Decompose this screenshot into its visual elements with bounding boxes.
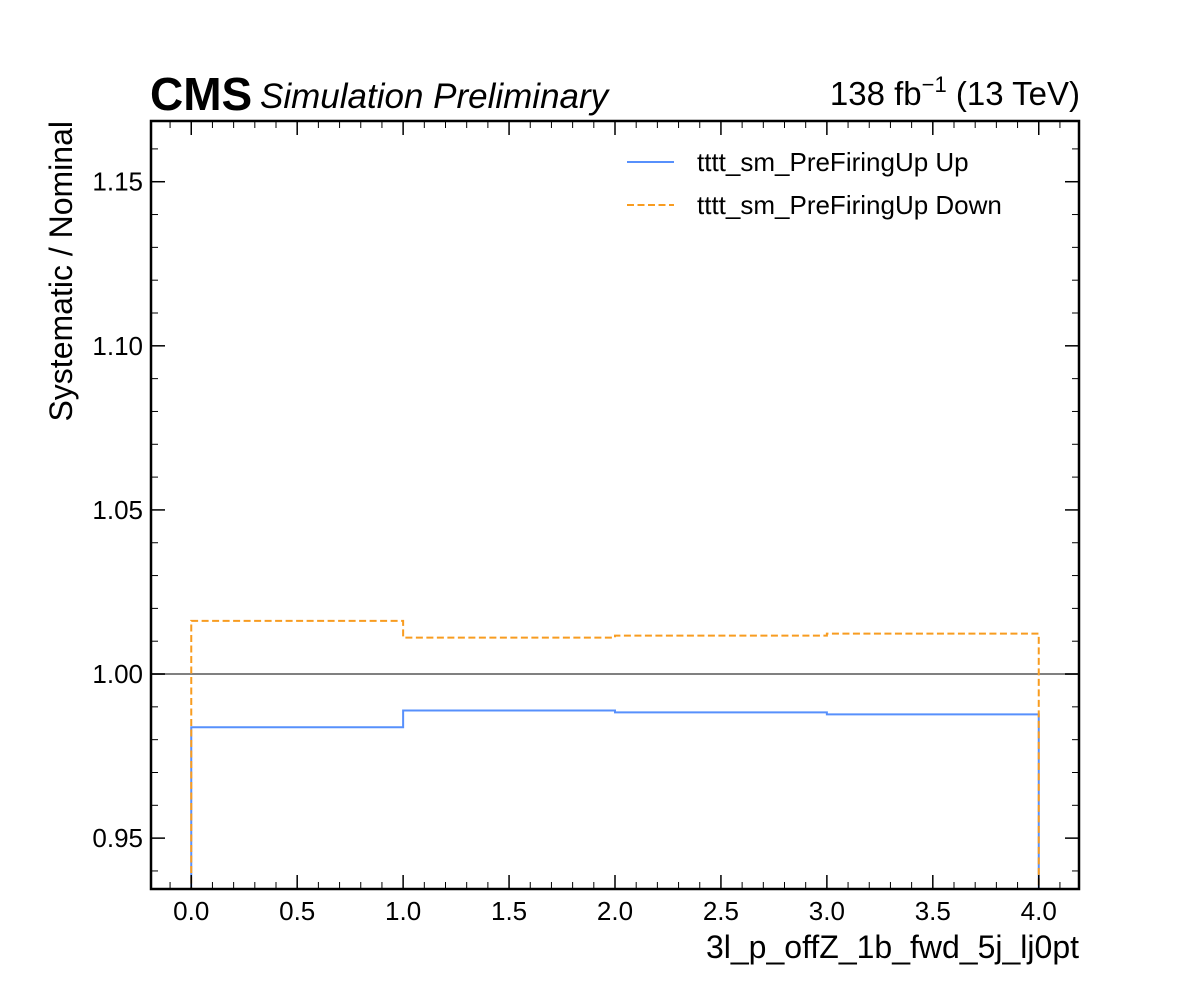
lumi-value: 138 fb: [830, 75, 922, 112]
x-tick-label: 2.5: [703, 896, 739, 926]
x-tick-label: 4.0: [1021, 896, 1057, 926]
x-tick-label: 0.0: [173, 896, 209, 926]
y-axis: 0.95 1.00 1.05 1.10 1.15: [92, 148, 1079, 872]
legend-label: tttt_sm_PreFiringUp Down: [697, 190, 1002, 220]
legend-label: tttt_sm_PreFiringUp Up: [697, 147, 969, 177]
y-axis-title: Systematic / Nominal: [43, 121, 79, 422]
plot-area: [151, 619, 1079, 889]
y-tick-label: 0.95: [92, 823, 143, 853]
simulation-label: Simulation Preliminary: [260, 77, 611, 116]
x-tick-label: 0.5: [279, 896, 315, 926]
lumi-exponent: −1: [922, 72, 947, 97]
x-tick-label: 1.0: [385, 896, 421, 926]
x-tick-label: 3.0: [809, 896, 845, 926]
y-tick-label: 1.15: [92, 167, 143, 197]
lumi-energy: (13 TeV): [947, 75, 1080, 112]
x-axis-title: 3l_p_offZ_1b_fwd_5j_lj0pt: [706, 929, 1079, 965]
legend: tttt_sm_PreFiringUp Up tttt_sm_PreFiringU…: [627, 147, 1002, 220]
x-tick-label: 2.0: [597, 896, 633, 926]
plot-frame: [149, 119, 1081, 891]
cms-label: CMS: [150, 68, 252, 120]
series-line-2: [190, 619, 1040, 889]
x-axis: 0.0 0.5 1.0 1.5 2.0 2.5 3.0 3.5 4.0: [169, 121, 1061, 926]
x-tick-label: 3.5: [915, 896, 951, 926]
y-tick-label: 1.10: [92, 331, 143, 361]
lumi-label: 138 fb−1 (13 TeV): [830, 72, 1080, 112]
y-tick-label: 1.00: [92, 659, 143, 689]
x-tick-label: 1.5: [491, 896, 527, 926]
y-tick-label: 1.05: [92, 495, 143, 525]
series-line-1: [190, 709, 1040, 889]
